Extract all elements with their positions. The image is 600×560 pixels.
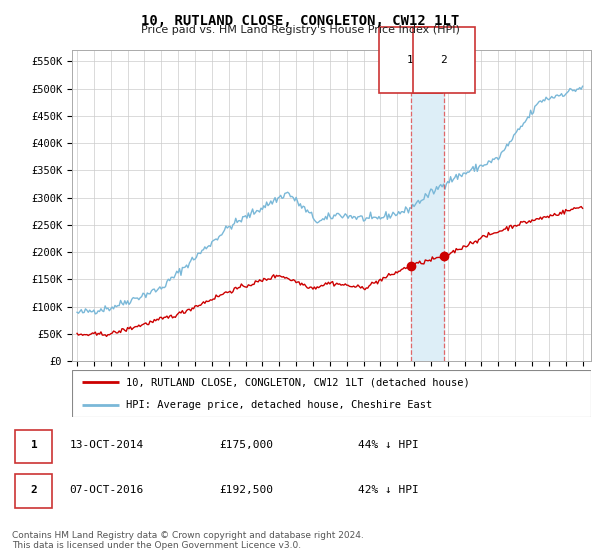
Text: 10, RUTLAND CLOSE, CONGLETON, CW12 1LT (detached house): 10, RUTLAND CLOSE, CONGLETON, CW12 1LT (…: [127, 377, 470, 388]
Text: £175,000: £175,000: [220, 440, 274, 450]
Text: Contains HM Land Registry data © Crown copyright and database right 2024.
This d: Contains HM Land Registry data © Crown c…: [12, 530, 364, 550]
FancyBboxPatch shape: [72, 370, 591, 417]
Text: HPI: Average price, detached house, Cheshire East: HPI: Average price, detached house, Ches…: [127, 400, 433, 410]
Text: 10, RUTLAND CLOSE, CONGLETON, CW12 1LT: 10, RUTLAND CLOSE, CONGLETON, CW12 1LT: [141, 14, 459, 28]
Text: 13-OCT-2014: 13-OCT-2014: [70, 440, 144, 450]
Text: 2: 2: [31, 485, 37, 495]
Bar: [410, 50, 444, 361]
Text: 1: 1: [407, 55, 414, 65]
FancyBboxPatch shape: [15, 474, 52, 507]
Text: 2: 2: [440, 55, 447, 65]
Text: Price paid vs. HM Land Registry's House Price Index (HPI): Price paid vs. HM Land Registry's House …: [140, 25, 460, 35]
Text: £192,500: £192,500: [220, 485, 274, 495]
Text: 07-OCT-2016: 07-OCT-2016: [70, 485, 144, 495]
Text: 1: 1: [31, 440, 37, 450]
FancyBboxPatch shape: [15, 430, 52, 463]
Text: 42% ↓ HPI: 42% ↓ HPI: [358, 485, 418, 495]
Text: 44% ↓ HPI: 44% ↓ HPI: [358, 440, 418, 450]
